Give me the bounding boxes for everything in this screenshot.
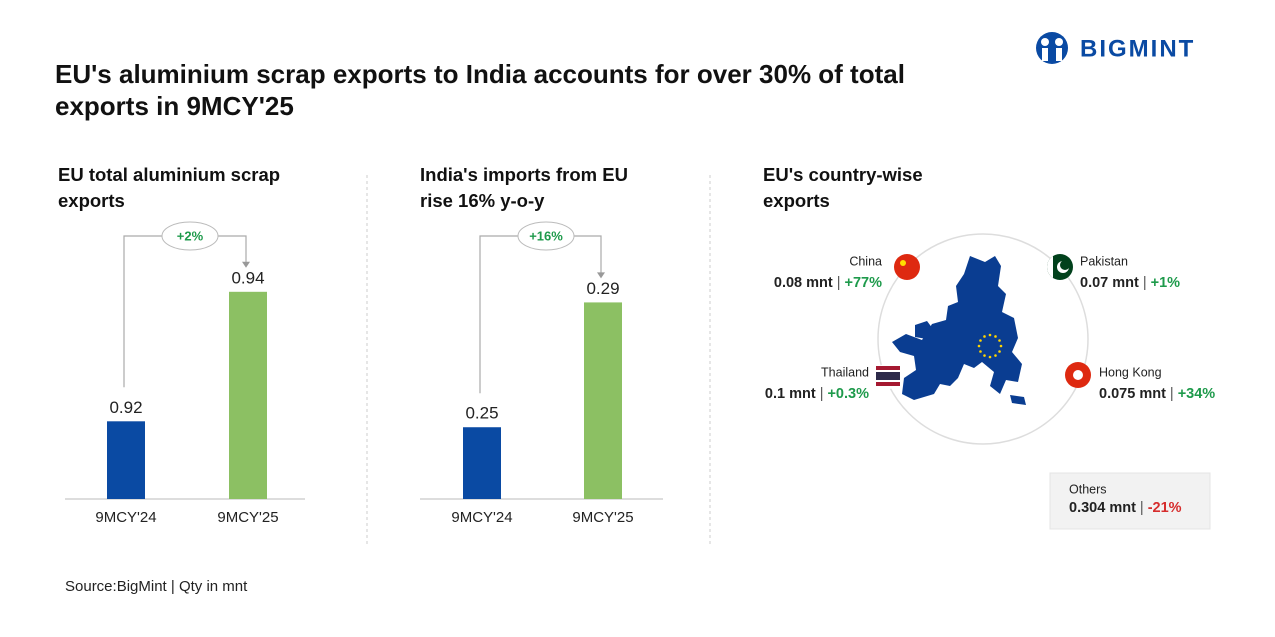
bar xyxy=(463,427,501,499)
flag-thailand xyxy=(875,363,901,389)
separator: | xyxy=(1140,500,1144,516)
eu-map xyxy=(892,256,1026,405)
x-tick-label: 9MCY'25 xyxy=(572,509,633,526)
x-tick-label: 9MCY'25 xyxy=(217,509,278,526)
country-name: Others xyxy=(1069,482,1107,496)
country-value: 0.1 mnt xyxy=(765,386,816,402)
star xyxy=(988,355,992,359)
flag-china xyxy=(894,254,920,280)
annotation-pill xyxy=(517,221,575,251)
star xyxy=(998,350,1001,353)
star xyxy=(999,344,1003,348)
source: Source:BigMint | Qty in mnt xyxy=(65,578,248,595)
map-circle xyxy=(877,233,1089,445)
star xyxy=(979,350,982,353)
panel-title: India's imports from EU rise 16% y-o-y xyxy=(420,164,628,211)
panel-title: EU total aluminium scrap exports xyxy=(58,164,281,211)
star xyxy=(994,354,997,357)
country-figure: 0.1 mnt | +0.3% xyxy=(765,386,869,402)
value-label: 0.94 xyxy=(231,268,264,287)
annotation-pill xyxy=(161,221,219,251)
annotation-bracket xyxy=(123,235,247,388)
annotation-bracket xyxy=(479,235,602,394)
country-name: Pakistan xyxy=(1080,254,1128,268)
country-name: China xyxy=(849,254,882,268)
country-value: 0.08 mnt xyxy=(774,275,833,291)
value-label: 0.92 xyxy=(109,398,142,417)
arrow-head xyxy=(597,272,605,279)
star xyxy=(977,344,981,348)
country-figure: 0.075 mnt | +34% xyxy=(1099,386,1215,402)
star xyxy=(998,339,1001,342)
value-label: 0.29 xyxy=(586,279,619,298)
star xyxy=(983,335,986,338)
country-name: Thailand xyxy=(821,365,869,379)
star xyxy=(983,354,986,357)
annotation: +2% xyxy=(177,228,204,243)
star xyxy=(979,339,982,342)
separator: | xyxy=(1143,275,1147,291)
country-value: 0.075 mnt xyxy=(1099,386,1166,402)
arrow-head xyxy=(242,261,250,268)
logo-icon xyxy=(1036,32,1068,64)
x-tick-label: 9MCY'24 xyxy=(95,509,156,526)
country-change: +77% xyxy=(845,275,883,291)
bar xyxy=(584,302,622,499)
country-figure: 0.08 mnt | +77% xyxy=(774,275,882,291)
flag-hong-kong xyxy=(1065,362,1091,388)
panel-title: EU's country-wise exports xyxy=(763,164,923,211)
star xyxy=(994,335,997,338)
separator: | xyxy=(820,386,824,402)
bar xyxy=(107,421,145,499)
star xyxy=(988,333,992,337)
country-change: -21% xyxy=(1148,500,1182,516)
page-title: EU's aluminium scrap exports to India ac… xyxy=(55,59,905,121)
country-change: +0.3% xyxy=(827,386,869,402)
country-figure: 0.304 mnt | -21% xyxy=(1069,500,1182,516)
annotation: +16% xyxy=(529,228,563,243)
country-value: 0.07 mnt xyxy=(1080,275,1139,291)
separator: | xyxy=(837,275,841,291)
country-change: +1% xyxy=(1151,275,1181,291)
country-value: 0.304 mnt xyxy=(1069,500,1136,516)
country-figure: 0.07 mnt | +1% xyxy=(1080,275,1180,291)
eu-stars xyxy=(977,333,1003,359)
x-tick-label: 9MCY'24 xyxy=(451,509,512,526)
logo-text: BIGMINT xyxy=(1080,35,1195,62)
others-box xyxy=(1049,472,1211,530)
country-name: Hong Kong xyxy=(1099,365,1162,379)
separator: | xyxy=(1170,386,1174,402)
bar xyxy=(229,291,267,499)
country-change: +34% xyxy=(1178,386,1216,402)
flag-pakistan xyxy=(1047,254,1073,280)
value-label: 0.25 xyxy=(465,404,498,423)
